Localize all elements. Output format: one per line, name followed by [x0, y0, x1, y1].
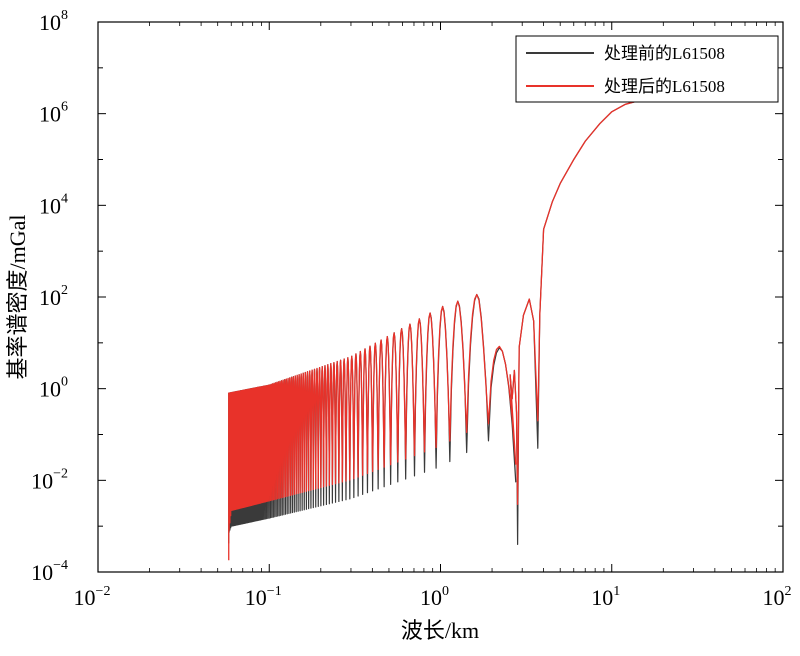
- y-tick-base: 10: [39, 285, 61, 310]
- legend-box: [515, 35, 779, 103]
- y-tick-exponent: 6: [61, 100, 68, 115]
- x-tick-label: 101: [591, 584, 620, 610]
- x-tick-label: 100: [420, 584, 449, 610]
- ticks-layer: [97, 21, 784, 573]
- y-tick-label: 10−2: [31, 466, 68, 493]
- y-tick-exponent: −4: [53, 558, 68, 573]
- y-tick-base: 10: [39, 102, 61, 127]
- x-axis-label: 波长/km: [401, 618, 479, 643]
- x-tick-label: 10−1: [245, 584, 282, 610]
- series-layer: [228, 98, 652, 561]
- y-tick-base: 10: [31, 468, 53, 493]
- y-axis-label: 基率谱密度/mGal: [5, 215, 30, 380]
- legend-label-after: 处理后的L61508: [604, 77, 725, 96]
- y-tick-exponent: 2: [61, 283, 68, 298]
- y-tick-label: 10−4: [31, 558, 68, 585]
- y-tick-label: 108: [39, 8, 68, 35]
- y-tick-label: 104: [39, 191, 68, 218]
- legend: 处理前的L61508 处理后的L61508: [515, 35, 779, 103]
- x-tick-base: 10: [763, 585, 785, 610]
- y-tick-label: 106: [39, 100, 68, 127]
- x-tick-base: 10: [74, 585, 96, 610]
- y-tick-label: 100: [39, 375, 68, 402]
- x-tick-base: 10: [420, 585, 442, 610]
- x-tick-base: 10: [591, 585, 613, 610]
- y-tick-base: 10: [39, 377, 61, 402]
- x-tick-exponent: 2: [785, 584, 792, 599]
- x-tick-exponent: −1: [267, 584, 282, 599]
- series-line-after: [228, 98, 652, 561]
- y-tick-base: 10: [31, 560, 53, 585]
- x-tick-base: 10: [245, 585, 267, 610]
- y-tick-exponent: −2: [53, 466, 68, 481]
- y-tick-exponent: 0: [61, 375, 68, 390]
- y-tick-base: 10: [39, 10, 61, 35]
- x-tick-exponent: 1: [613, 584, 620, 599]
- y-tick-exponent: 8: [61, 8, 68, 23]
- x-tick-exponent: 0: [442, 584, 449, 599]
- y-tick-base: 10: [39, 193, 61, 218]
- y-tick-label: 102: [39, 283, 68, 310]
- x-tick-exponent: −2: [96, 584, 111, 599]
- plot-frame: [97, 21, 784, 573]
- x-tick-label: 102: [763, 584, 792, 610]
- y-tick-exponent: 4: [61, 191, 68, 206]
- x-tick-label: 10−2: [74, 584, 111, 610]
- legend-label-before: 处理前的L61508: [604, 44, 725, 63]
